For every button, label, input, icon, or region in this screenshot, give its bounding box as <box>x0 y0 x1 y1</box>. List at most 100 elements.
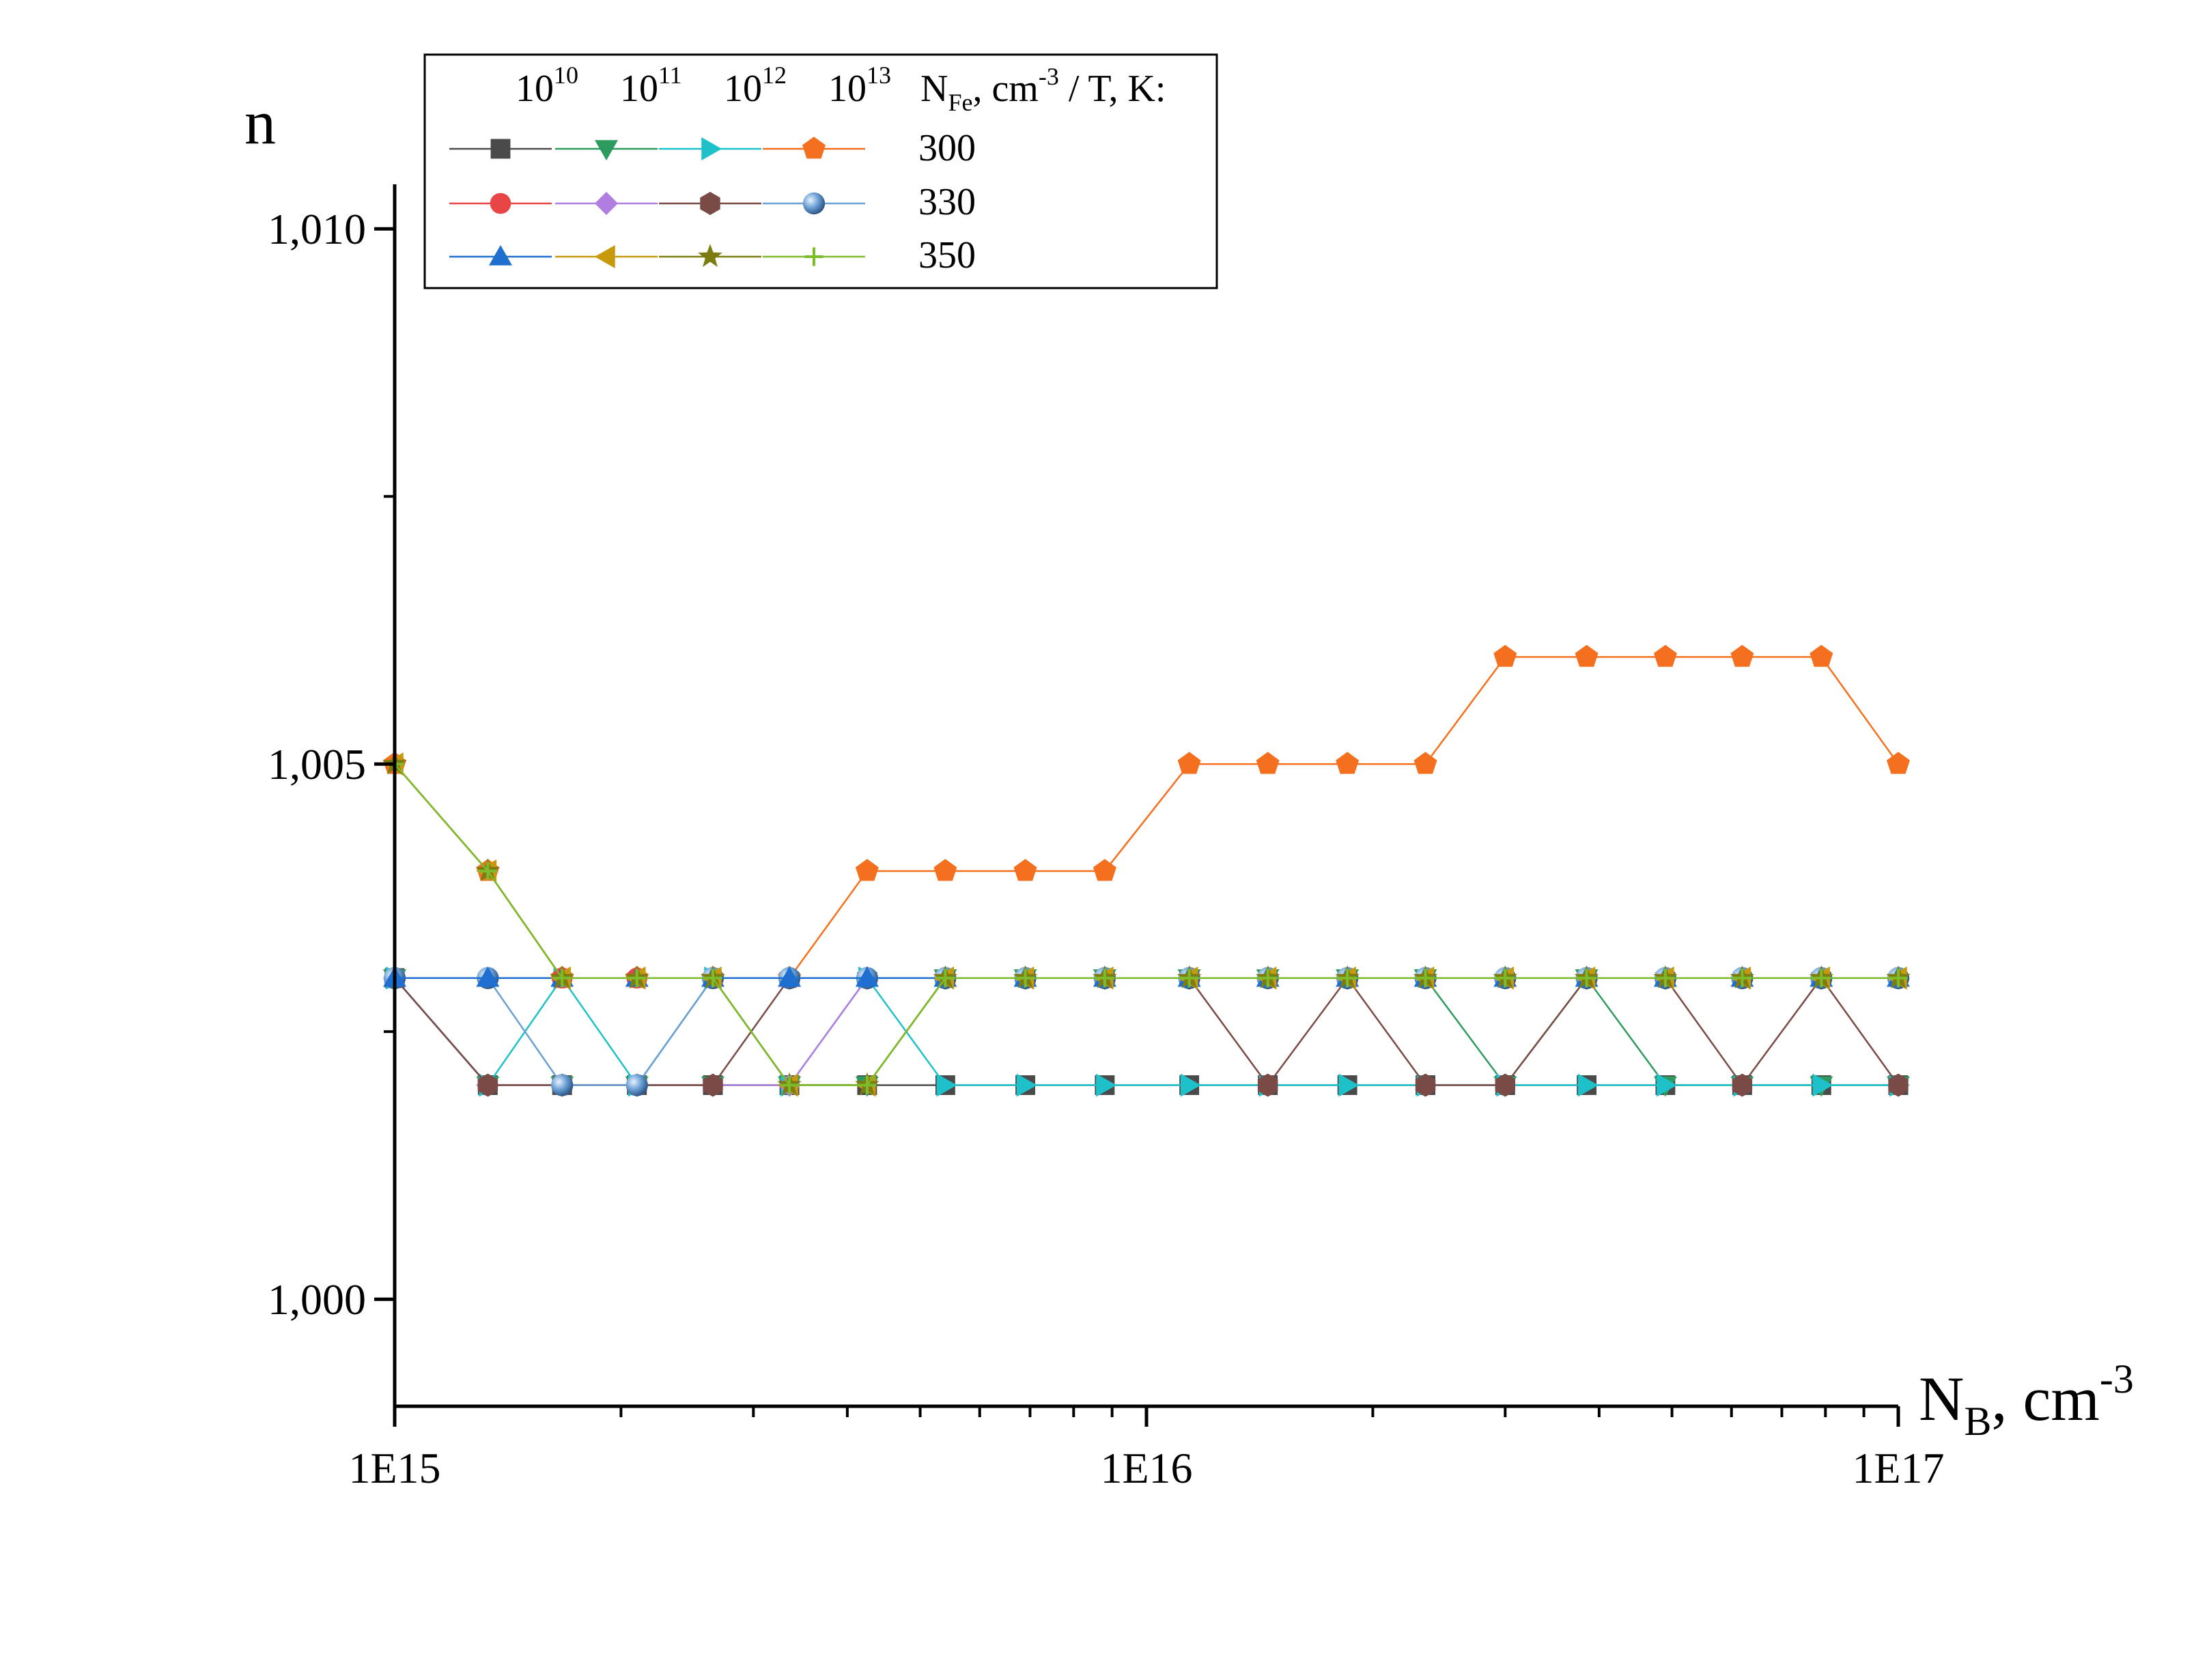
series-330-10e13 <box>383 967 1910 1096</box>
data-point <box>1015 969 1035 988</box>
data-point <box>1732 969 1752 988</box>
data-point <box>1577 1073 1599 1097</box>
data-point <box>1258 969 1278 988</box>
data-point <box>1889 969 1908 988</box>
data-point <box>1013 859 1037 881</box>
data-point <box>1657 1073 1677 1097</box>
data-point <box>1887 752 1910 774</box>
data-point <box>933 859 957 881</box>
data-point <box>1495 969 1515 988</box>
legend-marker <box>595 192 618 215</box>
data-point <box>1416 969 1435 988</box>
data-point <box>476 966 500 987</box>
legend-row-label-350: 350 <box>918 234 976 276</box>
legend-sample <box>449 245 552 266</box>
series-300-10e12 <box>386 966 1910 1097</box>
data-point <box>551 1074 574 1096</box>
legend-marker <box>490 193 511 214</box>
data-point <box>1180 969 1199 988</box>
legend-header-col-1: 1010 <box>516 61 578 110</box>
legend-sample <box>449 139 552 159</box>
legend-sample <box>763 247 865 266</box>
data-point <box>935 969 955 988</box>
data-point <box>1256 752 1280 774</box>
data-point <box>936 1073 957 1097</box>
x-axis-title-main: N <box>1919 1364 1964 1434</box>
legend-marker <box>490 139 511 159</box>
series-line <box>394 976 1900 1087</box>
series-350-10e12 <box>382 751 1911 1096</box>
legend-header-col-2: 1011 <box>620 61 682 110</box>
data-point <box>1415 1073 1436 1097</box>
series-300-10e11 <box>383 969 1910 1097</box>
data-point <box>855 966 879 987</box>
x-axis-title-sub: B <box>1964 1399 1991 1444</box>
x-axis-title-sup: -3 <box>2100 1356 2134 1401</box>
legend-marker <box>804 247 824 266</box>
data-point <box>1493 644 1517 667</box>
axes: 1,000 1,005 1,010 1E15 1E16 1E17 <box>268 184 1945 1492</box>
data-point <box>1096 1073 1116 1097</box>
data-point <box>1338 969 1357 988</box>
data-point <box>1653 644 1677 667</box>
x-axis-title-rest: , cm <box>1991 1364 2099 1434</box>
x-tick-label: 1E15 <box>348 1444 440 1492</box>
series-line <box>394 656 1900 980</box>
data-point <box>1338 1073 1360 1097</box>
legend-header-label: NFe, cm-3 / T, K: <box>920 63 1166 116</box>
data-point <box>1413 752 1437 774</box>
series-350-10e10 <box>383 966 1910 987</box>
legend-marker <box>700 192 720 215</box>
series-line <box>394 976 1898 1087</box>
legend-sample <box>763 137 865 159</box>
data-point <box>778 966 802 987</box>
data-point <box>1888 1073 1909 1097</box>
data-point <box>477 1073 498 1097</box>
data-point <box>1732 1073 1753 1097</box>
series-line <box>395 977 1898 1086</box>
data-point <box>1812 1073 1833 1097</box>
series-line <box>394 763 1898 1086</box>
data-point <box>1095 969 1114 988</box>
legend-box <box>423 53 1218 289</box>
data-point <box>858 1076 877 1095</box>
y-tick-label: 1,005 <box>268 740 366 788</box>
legend-sample <box>763 192 865 215</box>
series-line <box>394 763 1898 1086</box>
legend-row-label-300: 300 <box>918 127 976 169</box>
legend-sample <box>659 137 761 160</box>
data-point <box>703 1073 723 1097</box>
series-line <box>394 976 1898 1087</box>
data-point <box>552 969 572 988</box>
data-point <box>1812 969 1831 988</box>
data-point <box>855 859 879 881</box>
series-300-10e10 <box>384 968 1909 1096</box>
legend-marker <box>802 192 826 215</box>
legend-marker <box>698 244 722 268</box>
legend-marker <box>701 137 722 160</box>
legend-sample <box>555 192 658 215</box>
data-point <box>1577 969 1596 988</box>
legend: 1010 1011 1012 1013 NFe, cm-3 / T, K: 30… <box>423 53 1218 289</box>
data-point <box>703 969 722 988</box>
legend-sample <box>659 244 761 268</box>
x-axis-title: NB, cm-3 <box>1919 1356 2134 1444</box>
series-line <box>394 977 1898 1086</box>
series-line <box>394 977 1898 1086</box>
legend-marker <box>595 245 615 268</box>
series-330-10e11 <box>383 966 1910 1097</box>
legend-header-col-4: 1013 <box>828 61 891 110</box>
legend-sample <box>659 192 761 215</box>
y-axis-title: n <box>244 87 276 157</box>
data-point <box>478 862 497 881</box>
data-point <box>1730 644 1754 667</box>
series-300-10e13 <box>383 644 1910 988</box>
data-point <box>780 1076 799 1095</box>
x-tick-label: 1E17 <box>1852 1444 1944 1492</box>
data-point <box>1495 1073 1515 1097</box>
series-line <box>394 763 1898 1086</box>
data-point <box>625 1074 648 1096</box>
series-layer <box>382 644 1911 1097</box>
data-point <box>1016 1073 1037 1097</box>
